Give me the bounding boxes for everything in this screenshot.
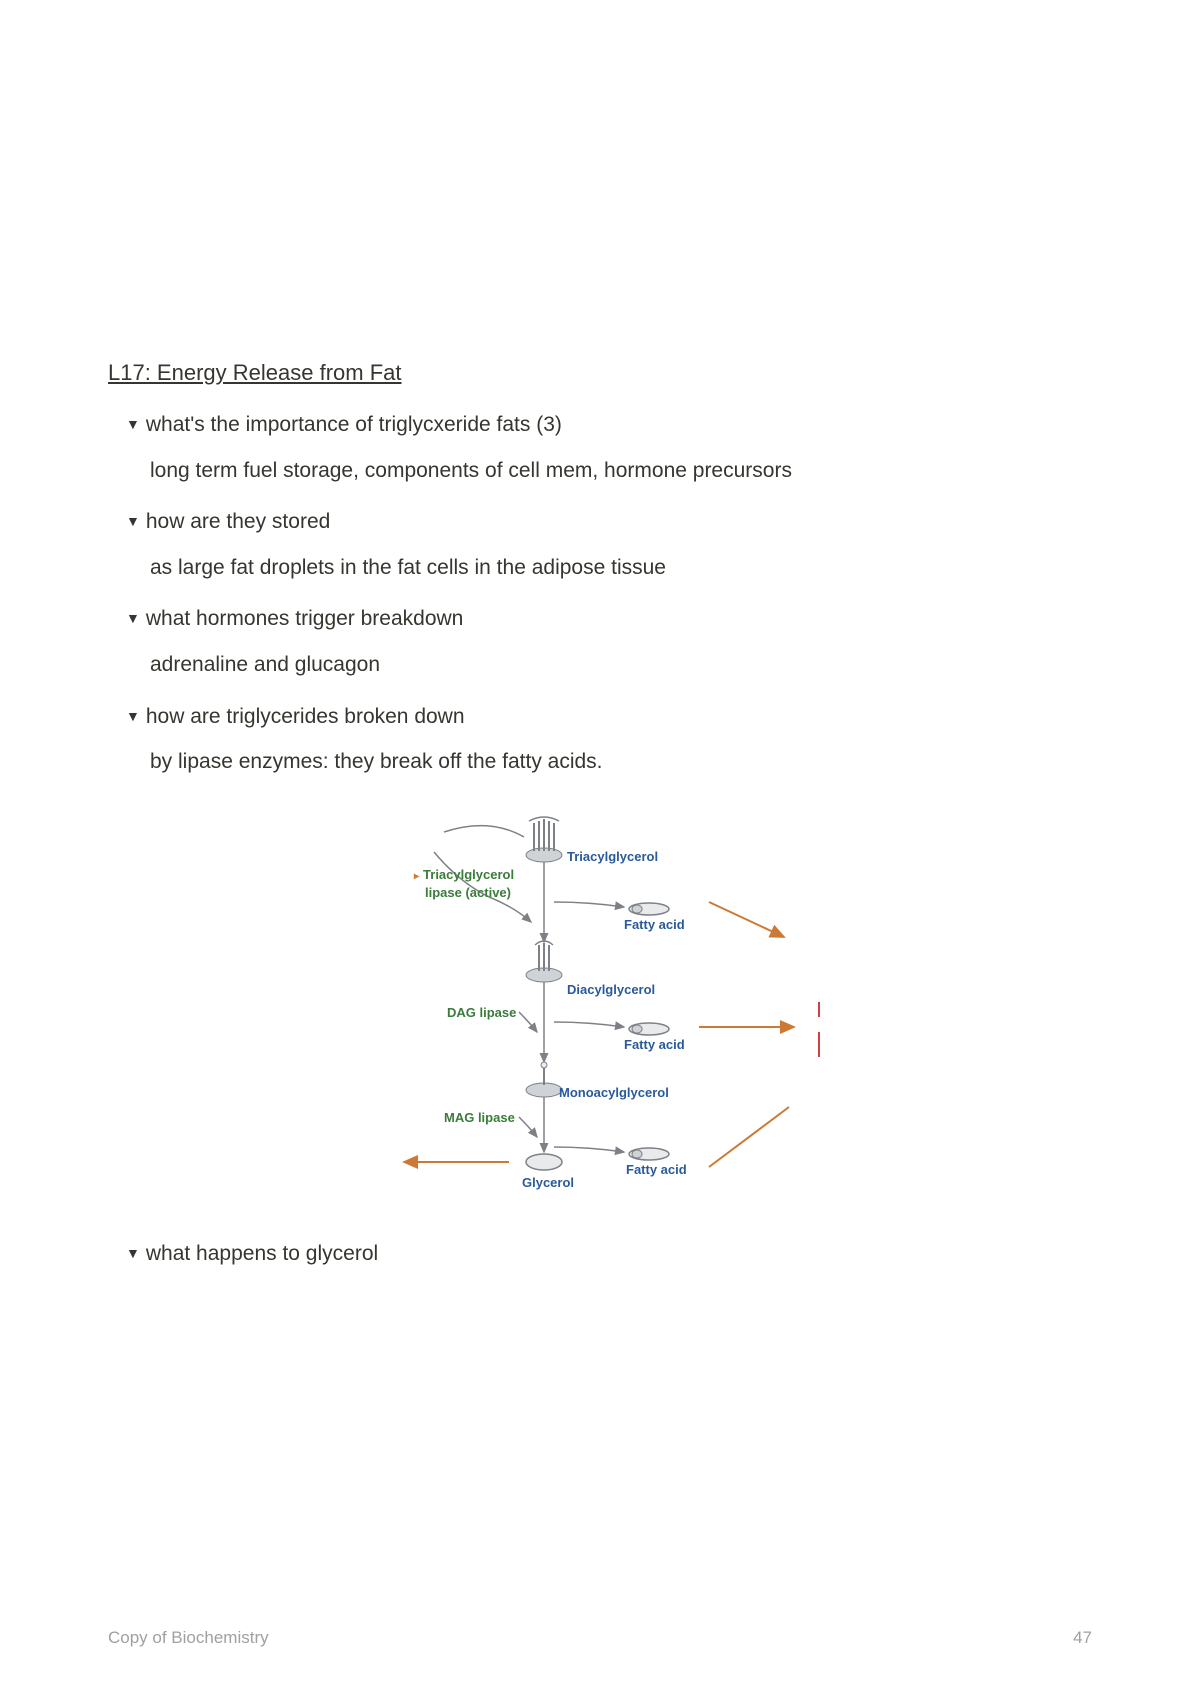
toggle-answer: long term fuel storage, components of ce…	[126, 442, 1092, 488]
toggle-header[interactable]: ▼ what happens to glycerol	[126, 1237, 1092, 1271]
label-tag-lipase-2: lipase (active)	[425, 885, 511, 900]
toggle-header[interactable]: ▼ how are triglycerides broken down	[126, 700, 1092, 734]
toggle-block: ▼ what happens to glycerol	[108, 1237, 1092, 1271]
monoacylglycerol-molecule	[526, 1062, 562, 1097]
toggle-question: how are triglycerides broken down	[146, 700, 465, 734]
label-glycerol: Glycerol	[522, 1175, 574, 1190]
diagram-svg	[389, 807, 829, 1197]
label-fatty-acid-2: Fatty acid	[624, 1037, 685, 1052]
toggle-answer: adrenaline and glucagon	[126, 636, 1092, 682]
diacylglycerol-molecule	[526, 941, 562, 982]
label-monoacylglycerol: Monoacylglycerol	[559, 1085, 669, 1100]
toggle-down-icon: ▼	[126, 505, 140, 538]
triacylglycerol-molecule	[526, 817, 562, 862]
section-title: L17: Energy Release from Fat	[108, 360, 1092, 386]
toggle-header[interactable]: ▼ how are they stored	[126, 505, 1092, 539]
toggle-question: what happens to glycerol	[146, 1237, 378, 1271]
diagram-container: Triacylglycerol ▸Triacylglycerol lipase …	[126, 807, 1092, 1197]
toggle-header[interactable]: ▼ what's the importance of triglycxeride…	[126, 408, 1092, 442]
footer-page-number: 47	[1073, 1628, 1092, 1648]
toggle-down-icon: ▼	[126, 602, 140, 635]
label-fatty-acid-3: Fatty acid	[626, 1162, 687, 1177]
footer-doc-title: Copy of Biochemistry	[108, 1628, 269, 1648]
page-footer: Copy of Biochemistry 47	[108, 1628, 1092, 1648]
toggle-down-icon: ▼	[126, 408, 140, 441]
toggle-question: what's the importance of triglycxeride f…	[146, 408, 562, 442]
toggle-question: what hormones trigger breakdown	[146, 602, 464, 636]
toggle-header[interactable]: ▼ what hormones trigger breakdown	[126, 602, 1092, 636]
label-dag-lipase: DAG lipase	[447, 1005, 516, 1020]
label-mag-lipase: MAG lipase	[444, 1110, 515, 1125]
label-tag-lipase: ▸Triacylglycerol	[414, 867, 514, 882]
toggle-answer: as large fat droplets in the fat cells i…	[126, 539, 1092, 585]
label-triacylglycerol: Triacylglycerol	[567, 849, 658, 864]
toggle-answer: by lipase enzymes: they break off the fa…	[126, 733, 1092, 779]
toggle-block: ▼ how are they stored as large fat dropl…	[108, 505, 1092, 584]
toggle-block: ▼ what's the importance of triglycxeride…	[108, 408, 1092, 487]
lipase-diagram: Triacylglycerol ▸Triacylglycerol lipase …	[389, 807, 829, 1197]
toggle-block: ▼ what hormones trigger breakdown adrena…	[108, 602, 1092, 681]
toggle-down-icon: ▼	[126, 1237, 140, 1270]
toggle-question: how are they stored	[146, 505, 330, 539]
label-fatty-acid-1: Fatty acid	[624, 917, 685, 932]
label-diacylglycerol: Diacylglycerol	[567, 982, 655, 997]
toggle-down-icon: ▼	[126, 700, 140, 733]
toggle-block: ▼ how are triglycerides broken down by l…	[108, 700, 1092, 1197]
